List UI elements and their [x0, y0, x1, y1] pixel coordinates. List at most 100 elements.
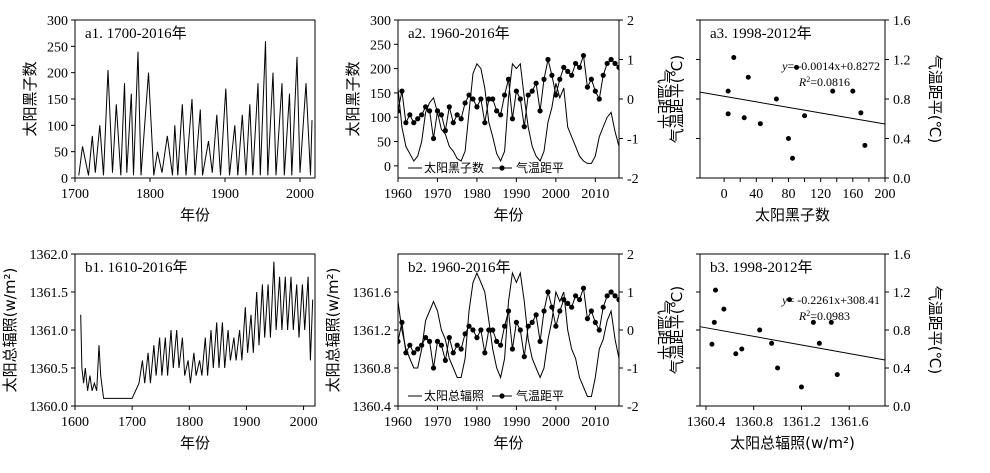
temperature-point [498, 112, 504, 118]
regression-equation: y= -0.0014x+0.8272 [781, 59, 880, 73]
series-group [80, 261, 314, 399]
scatter-point [798, 384, 804, 390]
scatter-point [739, 346, 745, 352]
regression-r2: R2=0.0983 [798, 309, 850, 324]
panel-title: b1. 1610-2016年 [85, 259, 188, 276]
plot-frame-b3 [699, 253, 886, 407]
x-tick-label: 160 [842, 187, 863, 202]
temperature-point [403, 350, 409, 356]
scatter-point [828, 319, 834, 325]
y-tick-label: 50 [54, 146, 68, 161]
y2-tick-label: 0.4 [893, 133, 911, 148]
plot-frame-b1 [74, 253, 316, 407]
temperature-point [426, 108, 433, 114]
panel-b2: -2 -1 0 1 2 太阳总辐照 气温距平 1960 1970 1980 1990 2000 2010… [324, 248, 673, 452]
panel-title: b2. 1960-2016年 [408, 259, 511, 276]
regression-equation: y= -0.2261x+308.41 [781, 293, 880, 307]
temperature-point [592, 319, 598, 325]
scatter-point [725, 88, 731, 94]
temperature-point [517, 327, 523, 333]
temperature-point [450, 120, 456, 126]
temperature-point [580, 285, 587, 291]
scatter-point [858, 110, 864, 116]
temperature-point [557, 308, 563, 314]
x-tick-label: 0 [721, 187, 728, 202]
temperature-point [407, 342, 413, 348]
x-axis-label: 年份 [180, 206, 210, 224]
temperature-point [399, 88, 405, 94]
temperature-point [454, 112, 460, 118]
y2-axis-label: 气温距平(℃) [926, 286, 944, 375]
y-tick-label: 250 [47, 40, 68, 55]
scatter-point [862, 142, 868, 148]
y-tick-label: 1362.0 [30, 248, 69, 263]
temperature-point [415, 116, 421, 122]
y-axis-label: 太阳黑子数 [21, 61, 39, 136]
temperature-point [462, 331, 468, 337]
plot-frame-a1 [74, 19, 316, 179]
y2-tick-label: 0.8 [893, 324, 911, 339]
temperature-point [584, 84, 591, 90]
y2-tick-label: -2 [627, 400, 639, 415]
legend-marker-temperature [499, 165, 505, 171]
y2-axis-label: 气温距平(℃) [926, 55, 944, 144]
temperature-point [596, 327, 602, 333]
scatter-point [731, 55, 737, 61]
temperature-point [569, 72, 575, 78]
series-group [78, 41, 313, 176]
y-axis-label: 太阳总辐照(w/m²) [1, 268, 19, 393]
scatter-point [834, 372, 840, 378]
x-tick-label: 1900 [211, 187, 239, 202]
temperature-point [466, 323, 472, 329]
x-tick-label: 2000 [542, 415, 570, 430]
temperature-point [569, 304, 575, 310]
y-tick-label: 1361.0 [30, 324, 69, 339]
temperature-point [600, 72, 606, 78]
temperature-point [419, 112, 425, 118]
series-line-primary [398, 62, 619, 164]
x-tick-label: 40 [749, 187, 763, 202]
plot-frame-a2 [397, 19, 620, 179]
series-line-primary [78, 41, 313, 176]
y2-tick-label: 1 [627, 286, 634, 301]
x-tick-label: 1960 [384, 415, 412, 430]
temperature-point [521, 354, 527, 360]
temperature-point [434, 338, 441, 344]
panel-a1: 1700 1800 1900 2000 0 50 100 150 200 250 300 年份 太阳黑子… [21, 14, 316, 224]
temperature-point [470, 96, 476, 102]
temperature-point [470, 327, 476, 333]
y-tick-label: 200 [47, 67, 68, 82]
equation-body: = -0.0014x+0.8272 [787, 59, 880, 73]
panel-b1: 1600 1700 1800 1900 2000 1360.0 1360.5 1361.0 13… [1, 248, 318, 452]
scatter-point [769, 340, 775, 346]
scatter-point [741, 115, 747, 121]
temperature-point [411, 350, 417, 356]
x-axis-label: 年份 [493, 206, 523, 224]
temperature-point [494, 108, 500, 114]
scatter-point [725, 111, 731, 117]
temperature-point [545, 56, 551, 63]
r2-var: R [798, 309, 807, 323]
temperature-point [561, 297, 567, 303]
x-tick-label: 1700 [61, 187, 89, 202]
x-tick-label: 1900 [232, 415, 260, 430]
legend-label-temperature: 气温距平 [516, 160, 564, 175]
temperature-point [525, 323, 531, 329]
temperature-point [521, 124, 527, 130]
x-tick-label: 1360.8 [734, 415, 773, 430]
y-tick-label: 150 [370, 87, 391, 102]
temperature-point [474, 104, 480, 110]
temperature-point [541, 76, 547, 82]
temperature-point [604, 293, 610, 299]
y2-tick-label: 0.4 [893, 362, 911, 377]
series-group [398, 52, 619, 164]
y-axis-label: 气温距平(℃) [668, 286, 686, 375]
r2-var: R [798, 75, 807, 89]
equation-var: y [781, 293, 788, 307]
temperature-point [517, 96, 523, 102]
temperature-point [549, 304, 555, 310]
temperature-point [398, 338, 401, 344]
temperature-point [561, 64, 567, 70]
temperature-point [490, 327, 496, 333]
